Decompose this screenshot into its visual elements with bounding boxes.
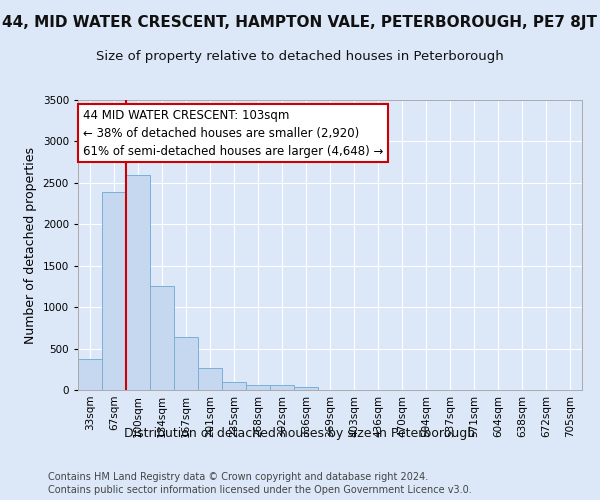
Bar xyxy=(222,382,246,390)
Bar xyxy=(78,358,102,390)
Bar xyxy=(198,368,222,390)
Bar xyxy=(270,386,294,390)
Bar xyxy=(126,174,150,390)
Bar xyxy=(174,337,198,390)
Bar xyxy=(246,386,270,390)
Text: 44 MID WATER CRESCENT: 103sqm
← 38% of detached houses are smaller (2,920)
61% o: 44 MID WATER CRESCENT: 103sqm ← 38% of d… xyxy=(83,108,383,158)
Bar xyxy=(150,286,174,390)
Text: Distribution of detached houses by size in Peterborough: Distribution of detached houses by size … xyxy=(124,428,476,440)
Text: 44, MID WATER CRESCENT, HAMPTON VALE, PETERBOROUGH, PE7 8JT: 44, MID WATER CRESCENT, HAMPTON VALE, PE… xyxy=(2,15,598,30)
Bar xyxy=(102,192,126,390)
Bar xyxy=(294,387,318,390)
Y-axis label: Number of detached properties: Number of detached properties xyxy=(24,146,37,344)
Text: Size of property relative to detached houses in Peterborough: Size of property relative to detached ho… xyxy=(96,50,504,63)
Text: Contains public sector information licensed under the Open Government Licence v3: Contains public sector information licen… xyxy=(48,485,472,495)
Text: Contains HM Land Registry data © Crown copyright and database right 2024.: Contains HM Land Registry data © Crown c… xyxy=(48,472,428,482)
